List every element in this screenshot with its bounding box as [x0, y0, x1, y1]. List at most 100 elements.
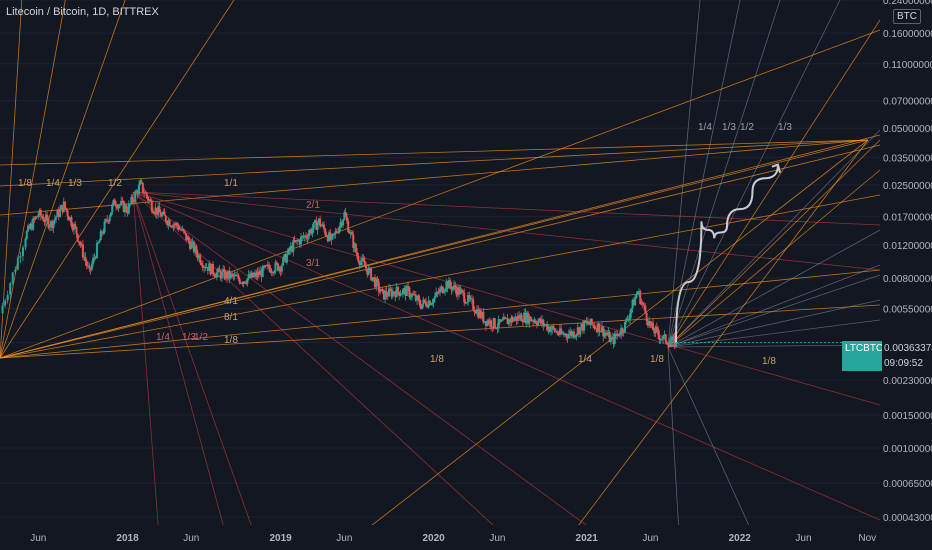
candle-body — [138, 184, 141, 195]
candle-body — [255, 272, 258, 277]
candle-body — [666, 342, 669, 344]
candle-body — [598, 323, 601, 333]
candle-body — [631, 299, 634, 309]
candle-body — [84, 256, 87, 262]
candle-body — [530, 320, 533, 322]
candle-body — [482, 312, 485, 323]
candle-body — [662, 335, 665, 340]
candle-body — [344, 212, 347, 217]
candle-body — [557, 333, 560, 335]
candle-body — [622, 332, 625, 334]
candle-body — [62, 201, 65, 213]
candle-body — [396, 286, 399, 292]
time-axis[interactable]: Jun 2018 Jun 2019 Jun 2020 Jun 2021 Jun 2022 Jun No… — [0, 525, 932, 550]
candle-body — [169, 226, 172, 228]
candle-body — [334, 231, 337, 235]
candle-body — [75, 227, 78, 234]
candle-body — [129, 203, 132, 205]
candle-body — [447, 280, 450, 289]
candle-body — [203, 266, 206, 268]
candle-body — [302, 235, 305, 238]
candle-body — [101, 231, 104, 234]
candle-body — [149, 199, 152, 202]
candle-body — [467, 295, 470, 303]
time-tick-label: 2018 — [116, 533, 139, 544]
candle-body — [500, 319, 503, 322]
candlestick-series — [1, 178, 677, 350]
candle-body — [162, 211, 165, 214]
candle-body — [370, 267, 373, 281]
candle-body — [24, 238, 27, 248]
fan-line-red — [132, 191, 881, 521]
candle-body — [67, 216, 70, 221]
candle-body — [280, 265, 283, 272]
fan-line-orange — [0, 0, 235, 359]
price-axis[interactable]: 0.24000000 0.16000000 0.11000000 0.07000000… — [880, 0, 932, 550]
candle-body — [599, 331, 602, 333]
candle-body — [117, 205, 120, 209]
candle-body — [187, 236, 190, 242]
candle-body — [28, 225, 31, 229]
candle-body — [451, 287, 454, 291]
candle-body — [512, 318, 515, 322]
candle-body — [288, 248, 291, 252]
candle-body — [139, 180, 142, 185]
candle-body — [205, 267, 208, 269]
candle-body — [348, 232, 351, 234]
fan-line-orange — [0, 139, 869, 359]
currency-unit-label[interactable]: BTC — [893, 9, 921, 24]
candle-body — [308, 229, 311, 234]
candle-body — [556, 331, 559, 334]
candle-body — [539, 318, 542, 324]
candle-body — [25, 231, 28, 239]
candle-body — [343, 212, 346, 220]
candle-body — [282, 257, 285, 266]
projection-curve — [674, 164, 779, 343]
candle-body — [242, 281, 245, 285]
candle-body — [632, 299, 635, 306]
candle-body — [365, 266, 368, 269]
candle-body — [371, 277, 374, 281]
candle-body — [224, 271, 227, 279]
fan-line-red — [132, 191, 161, 550]
candle-body — [470, 298, 473, 300]
candle-body — [474, 312, 477, 314]
candle-body — [381, 288, 384, 291]
candle-body — [639, 291, 642, 305]
candle-body — [172, 224, 175, 228]
candle-body — [47, 218, 50, 228]
price-tick-label: 0.00800000 — [883, 274, 932, 285]
candle-body — [454, 285, 457, 290]
candle-body — [551, 326, 554, 330]
candle-body — [93, 257, 96, 259]
candle-body — [592, 324, 595, 326]
candle-body — [589, 318, 592, 325]
candle-body — [468, 295, 471, 299]
candle-body — [257, 271, 260, 275]
candle-body — [625, 318, 628, 322]
candle-body — [275, 262, 278, 264]
candle-body — [590, 318, 593, 325]
candle-body — [88, 265, 91, 268]
candle-body — [194, 246, 197, 252]
candle-body — [570, 331, 573, 336]
candle-body — [305, 235, 308, 238]
candle-body — [80, 244, 83, 246]
candle-body — [71, 226, 74, 230]
candle-body — [303, 235, 306, 238]
candle-body — [87, 265, 89, 267]
fan-line-gray — [667, 264, 881, 348]
price-tick-label: 0.01700000 — [883, 212, 932, 223]
fan-line-red — [132, 191, 881, 406]
candle-body — [405, 285, 408, 296]
candle-body — [436, 292, 439, 294]
fan-label: 2/1 — [306, 200, 320, 211]
candle-body — [217, 268, 220, 273]
candle-body — [246, 278, 249, 284]
fan-label: 1/3 — [722, 122, 736, 133]
candle-body — [61, 205, 64, 213]
candle-body — [560, 328, 563, 334]
candle-body — [645, 312, 648, 322]
candle-body — [615, 333, 617, 336]
